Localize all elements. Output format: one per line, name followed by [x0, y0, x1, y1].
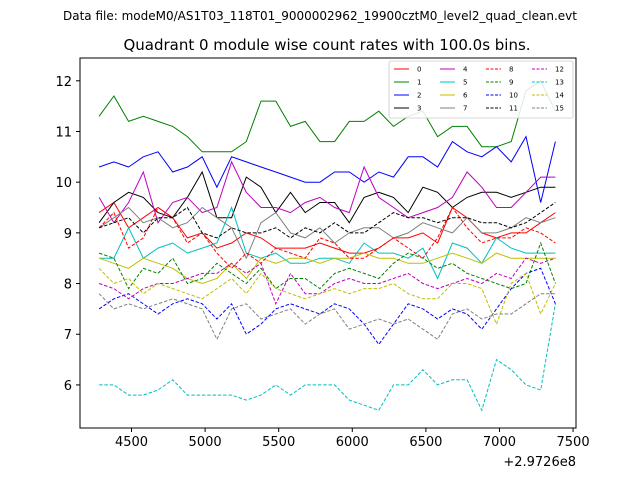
legend-box: [388, 60, 574, 119]
series-line-6: [98, 252, 556, 285]
series-line-2: [98, 135, 556, 203]
series-line-13: [99, 303, 556, 412]
x-tick-label: 7000: [483, 435, 516, 450]
plot-frame: [79, 57, 577, 429]
legend-label-0: 0: [417, 66, 421, 74]
chart-title: Quadrant 0 module wise count rates with …: [123, 36, 530, 54]
legend-label-7: 7: [463, 105, 467, 113]
y-tick-label: 7: [64, 328, 72, 343]
legend-label-4: 4: [463, 66, 468, 74]
series-line-4: [98, 160, 556, 224]
legend-label-12: 12: [555, 66, 564, 74]
series-line-14: [98, 267, 556, 326]
x-tick-label: 5500: [262, 435, 295, 450]
y-tick-label: 9: [64, 227, 72, 242]
x-axis: 4500 5000 5500 6000 6500 7000 7500: [115, 428, 590, 450]
legend-label-11: 11: [509, 105, 518, 113]
legend-label-1: 1: [417, 79, 421, 87]
series-line-5: [99, 206, 556, 280]
x-tick-label: 6500: [409, 435, 442, 450]
legend-label-6: 6: [463, 92, 468, 100]
legend-label-10: 10: [509, 92, 518, 100]
series-line-15: [98, 293, 556, 341]
y-tick-label: 11: [55, 125, 72, 140]
series-line-1: [98, 80, 556, 153]
file-note: Data file: modeM0/AS1T03_118T01_90000029…: [63, 9, 577, 23]
x-tick-label: 5000: [189, 435, 222, 450]
legend-label-13: 13: [555, 79, 564, 87]
y-tick-label: 12: [55, 75, 72, 90]
legend-label-5: 5: [463, 79, 467, 87]
series-group: [98, 80, 556, 412]
series-line-8: [98, 206, 556, 270]
x-tick-label: 7500: [557, 435, 590, 450]
legend-label-8: 8: [509, 66, 513, 74]
y-axis: 6 7 8 9 10 11 12: [55, 75, 80, 394]
series-line-11: [98, 202, 556, 239]
legend-label-14: 14: [555, 92, 564, 100]
legend-label-3: 3: [417, 105, 421, 113]
series-line-7: [98, 206, 556, 260]
legend-label-15: 15: [555, 105, 564, 113]
series-line-10: [98, 267, 556, 346]
series-line-9: [98, 241, 556, 290]
y-tick-label: 6: [64, 379, 72, 394]
legend-label-9: 9: [509, 79, 513, 87]
x-tick-label: 6000: [336, 435, 369, 450]
y-tick-label: 8: [64, 278, 72, 293]
x-offset-label: +2.9726e8: [503, 455, 576, 470]
legend-label-2: 2: [417, 92, 421, 100]
x-tick-label: 4500: [115, 435, 148, 450]
y-tick-label: 10: [55, 176, 72, 191]
